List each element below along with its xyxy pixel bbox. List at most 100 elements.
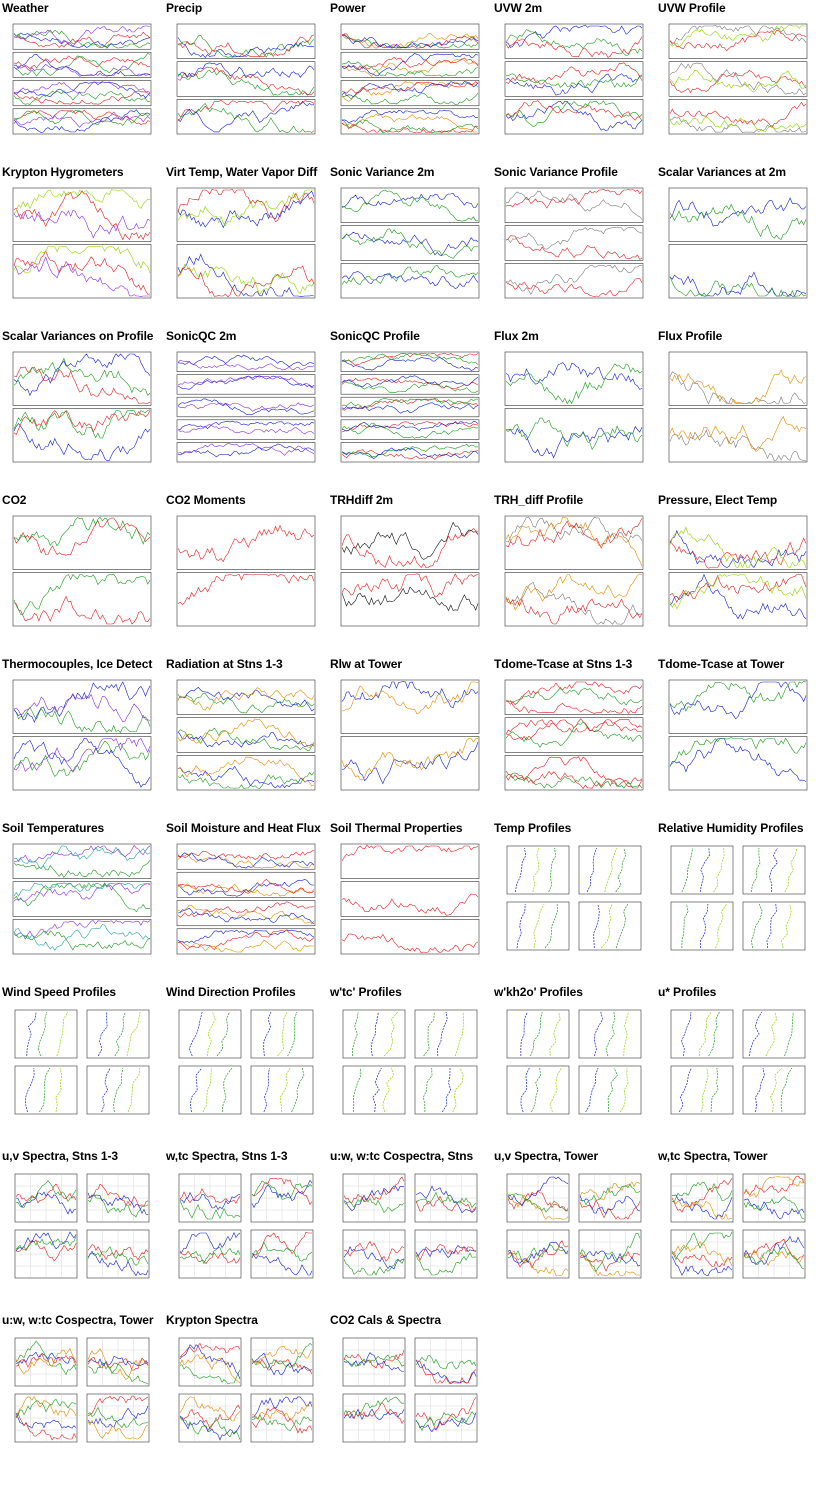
series-line [341,92,479,106]
panel-frame [668,99,808,135]
series-line [505,516,643,543]
plot-thumbnail[interactable] [495,836,647,964]
series-line [177,879,315,894]
plot-thumbnail[interactable] [495,180,647,308]
plot-thumbnail[interactable] [659,836,811,964]
series-line [505,596,643,625]
spectrum-line [415,1411,477,1431]
spectrum-line [507,1176,569,1207]
plot-thumbnail[interactable] [331,836,483,964]
series-line [177,727,315,751]
series-line [13,189,151,215]
plot-title: Sonic Variance Profile [494,165,618,179]
panel-frame [176,755,316,791]
plot-cell-co2: CO2 [0,492,164,652]
plot-thumbnail[interactable] [167,16,319,144]
plot-thumbnail[interactable] [3,836,155,964]
plot-thumbnail[interactable] [167,344,319,472]
plot-thumbnail[interactable] [659,1164,811,1292]
plot-thumbnail[interactable] [3,508,155,636]
plot-title: Temp Profiles [494,821,572,835]
plot-thumbnail[interactable] [331,1328,483,1456]
series-line [13,55,151,70]
plot-thumbnail[interactable] [331,1164,483,1292]
series-line [341,228,478,259]
panel-frame [742,901,806,951]
series-line [669,526,807,569]
profile-line [678,1067,692,1113]
spectrum-line [743,1196,805,1220]
plot-thumbnail[interactable] [167,1000,319,1128]
series-line [669,29,807,52]
series-line [177,34,315,58]
plot-thumbnail[interactable] [331,508,483,636]
plot-thumbnail[interactable] [659,16,811,144]
plot-cell-w-tc-spectra-stns-1-3: w,tc Spectra, Stns 1-3 [164,1148,328,1308]
plot-thumbnail[interactable] [495,1164,647,1292]
plot-thumbnail[interactable] [167,1328,319,1456]
series-line [13,25,151,47]
panel-frame [340,515,480,570]
spectrum-line [15,1354,77,1368]
plot-thumbnail[interactable] [331,672,483,800]
series-line [13,845,151,870]
plot-thumbnail[interactable] [331,16,483,144]
profile-line [38,1011,48,1057]
plot-thumbnail[interactable] [659,180,811,308]
spectrum-line [415,1195,477,1214]
plot-title: TRHdiff 2m [330,493,393,507]
panel-frame [12,679,152,734]
panel-frame [340,919,480,955]
plot-thumbnail[interactable] [167,508,319,636]
profile-line [615,847,626,893]
plot-thumbnail[interactable] [167,836,319,964]
profile-line [384,1011,398,1057]
spectrum-line [179,1344,241,1380]
series-line [341,231,479,257]
plot-thumbnail[interactable] [659,1000,811,1128]
spectrum-line [415,1397,477,1431]
plot-thumbnail[interactable] [495,1000,647,1128]
series-line [341,34,479,49]
plot-thumbnail[interactable] [495,16,647,144]
plot-title: Wind Direction Profiles [166,985,296,999]
spectrum-line [179,1246,241,1265]
plot-thumbnail[interactable] [3,344,155,472]
plot-cell-wind-speed-profiles: Wind Speed Profiles [0,984,164,1144]
plot-thumbnail[interactable] [3,672,155,800]
series-line [13,573,151,615]
plot-thumbnail[interactable] [3,1328,155,1456]
series-line [505,700,643,714]
plot-thumbnail[interactable] [3,16,155,144]
series-line [341,122,479,134]
plot-thumbnail[interactable] [3,1164,155,1292]
series-line [13,595,151,625]
panel-frame [176,928,316,955]
profile-line [423,1067,433,1113]
panel-frame [178,1009,242,1059]
plot-thumbnail[interactable] [331,180,483,308]
panel-frame [504,515,644,570]
plot-thumbnail[interactable] [659,672,811,800]
series-line [177,424,315,435]
plot-thumbnail[interactable] [331,1000,483,1128]
series-line [177,731,315,748]
plot-title: Precip [166,1,203,15]
plot-thumbnail[interactable] [3,180,155,308]
plot-title: w,tc Spectra, Stns 1-3 [166,1149,288,1163]
plot-thumbnail[interactable] [659,344,811,472]
plot-thumbnail[interactable] [495,672,647,800]
plot-thumbnail[interactable] [495,508,647,636]
plot-thumbnail[interactable] [167,1164,319,1292]
plot-thumbnail[interactable] [659,508,811,636]
plot-thumbnail[interactable] [167,672,319,800]
plot-thumbnail[interactable] [167,180,319,308]
series-line [341,586,479,612]
plot-thumbnail[interactable] [3,1000,155,1128]
plot-thumbnail[interactable] [331,344,483,472]
spectrum-line [251,1358,313,1375]
series-line [13,90,151,105]
plot-thumbnail[interactable] [495,344,647,472]
profile-line [604,847,617,893]
plot-title: u:w, w:tc Cospectra, Stns [330,1149,474,1163]
